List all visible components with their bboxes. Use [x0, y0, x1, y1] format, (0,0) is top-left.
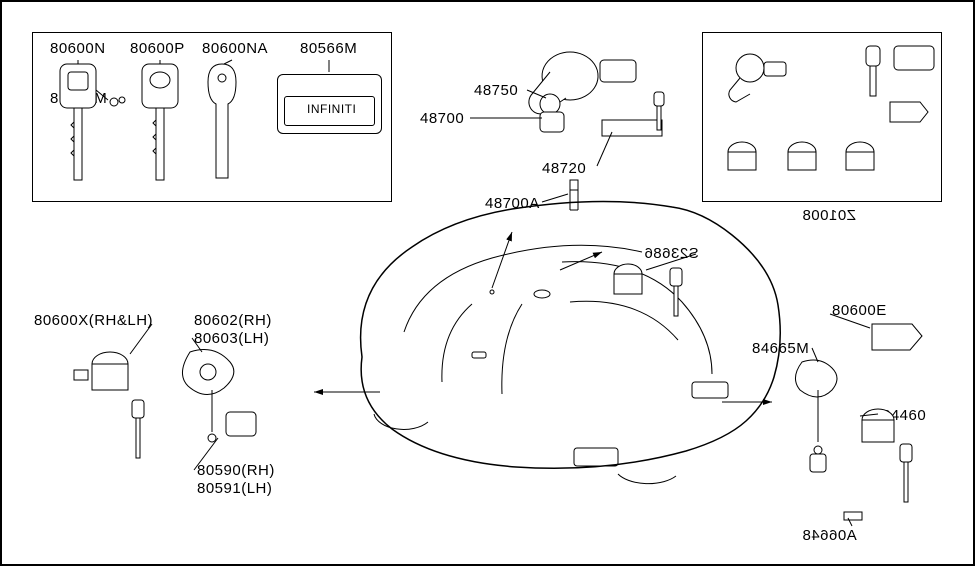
lbl-80010Z: Z01008 [802, 207, 856, 224]
door-lock-icon [74, 350, 256, 458]
lbl-68632S: S23686 [644, 245, 699, 262]
screw-48700A-icon [570, 180, 578, 210]
lockset-box [702, 32, 942, 202]
lbl-80600E: 80600E [832, 302, 887, 319]
lbl-48700: 48700 [420, 110, 464, 127]
lbl-80603: 80603(LH) [194, 330, 269, 347]
lbl-48720: 48720 [542, 160, 586, 177]
glovebox-cyl-icon [614, 264, 682, 316]
lbl-84460: 84460 [882, 407, 926, 424]
lbl-80600N: 80600N [50, 40, 106, 57]
lbl-80600NA: 80600NA [202, 40, 268, 57]
lbl-80590: 80590(RH) [197, 462, 275, 479]
steering-lock-icon [529, 52, 664, 136]
lbl-84665M: 84665M [752, 340, 809, 357]
lbl-brand: INFINITI [307, 102, 356, 116]
lbl-80600P: 80600P [130, 40, 185, 57]
lbl-80600X: 80600X(RH&LH) [34, 312, 153, 329]
diagram-canvas: 80600N 80600P 80600NA 80566M 80568M INFI… [0, 0, 975, 566]
lbl-80591: 80591(LH) [197, 480, 272, 497]
lbl-80568M: 80568M [50, 90, 107, 107]
lbl-48750: 48750 [474, 82, 518, 99]
lbl-80602: 80602(RH) [194, 312, 272, 329]
lbl-80566M: 80566M [300, 40, 357, 57]
car-icon [361, 201, 781, 483]
lbl-84660A: A06648 [802, 527, 857, 544]
lbl-48700A: 48700A [485, 195, 540, 212]
